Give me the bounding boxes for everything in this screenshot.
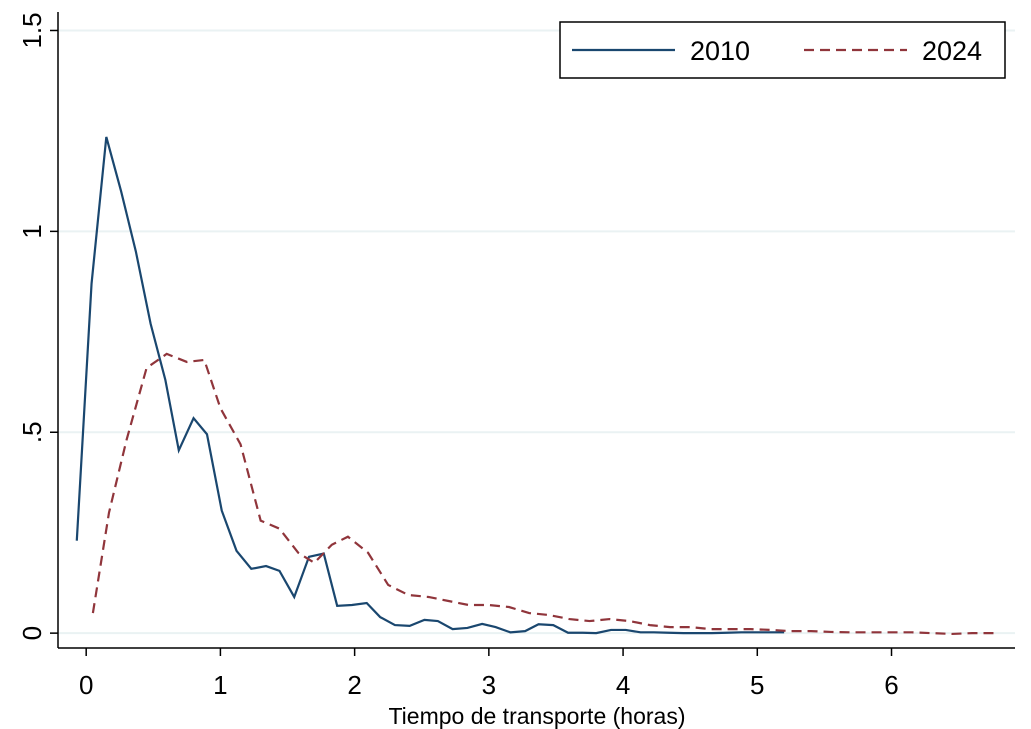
legend-label: 2024 (922, 36, 982, 66)
x-tick-label: 2 (347, 670, 361, 700)
legend-label: 2010 (690, 36, 750, 66)
y-tick-label: 1.5 (17, 12, 47, 48)
series-line (91, 352, 999, 636)
x-tick-label: 1 (213, 670, 227, 700)
y-tick-label: 0 (17, 626, 47, 640)
y-tick-label: 1 (17, 224, 47, 238)
x-tick-label: 4 (616, 670, 630, 700)
x-tick-label: 6 (884, 670, 898, 700)
x-tick-label: 3 (482, 670, 496, 700)
series-line (75, 136, 785, 635)
x-tick-label: 5 (750, 670, 764, 700)
legend-box (559, 21, 1006, 79)
x-axis-label: Tiempo de transporte (horas) (388, 703, 685, 729)
y-tick-label: .5 (17, 421, 47, 443)
x-tick-label: 0 (79, 670, 93, 700)
